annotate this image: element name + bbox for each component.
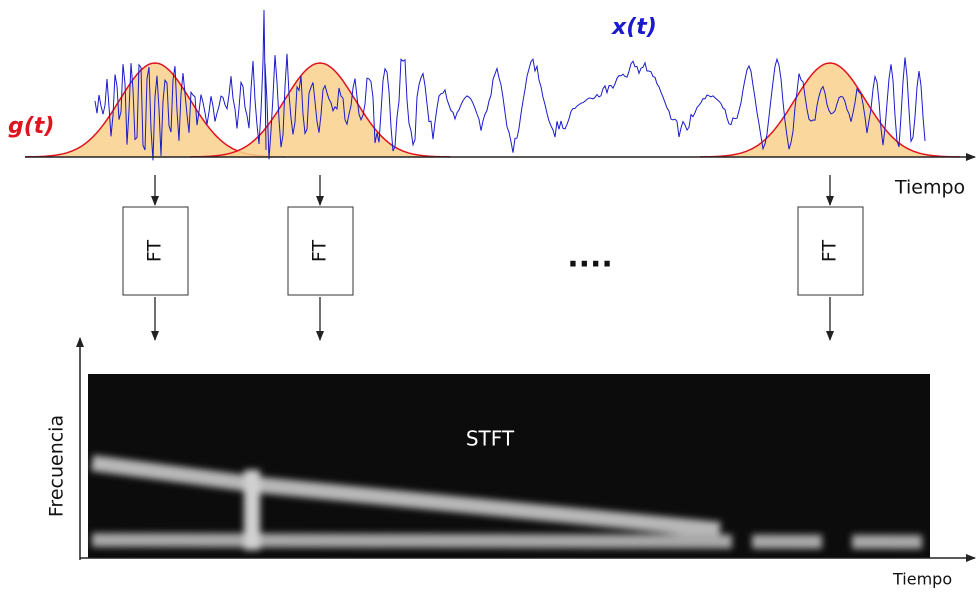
signal-label: x(t) — [611, 15, 657, 40]
time-axis-label-bottom: Tiempo — [892, 570, 952, 589]
ft-label: FT — [819, 240, 841, 263]
signal-waveform — [94, 9, 926, 161]
window-label: g(t) — [8, 114, 54, 139]
spectrogram — [88, 374, 930, 558]
window-curve — [700, 62, 960, 158]
time-axis-label: Tiempo — [894, 177, 965, 199]
ridge — [91, 533, 931, 549]
window-fill — [190, 63, 450, 157]
window-fill — [700, 63, 960, 157]
window-curve — [190, 62, 450, 158]
ft-box — [287, 206, 354, 296]
ft-blocks: FT FT FT — [122, 175, 864, 341]
ft-label: FT — [144, 240, 166, 263]
ft-label: FT — [309, 240, 331, 263]
ft-box — [122, 206, 189, 296]
frequency-axis-label: Frecuencia — [46, 415, 68, 517]
windows — [25, 62, 960, 158]
ft-box — [797, 206, 864, 296]
ellipsis: .... — [567, 240, 613, 275]
spectrogram-title: STFT — [466, 427, 515, 451]
spectrogram-ridges — [90, 455, 931, 550]
